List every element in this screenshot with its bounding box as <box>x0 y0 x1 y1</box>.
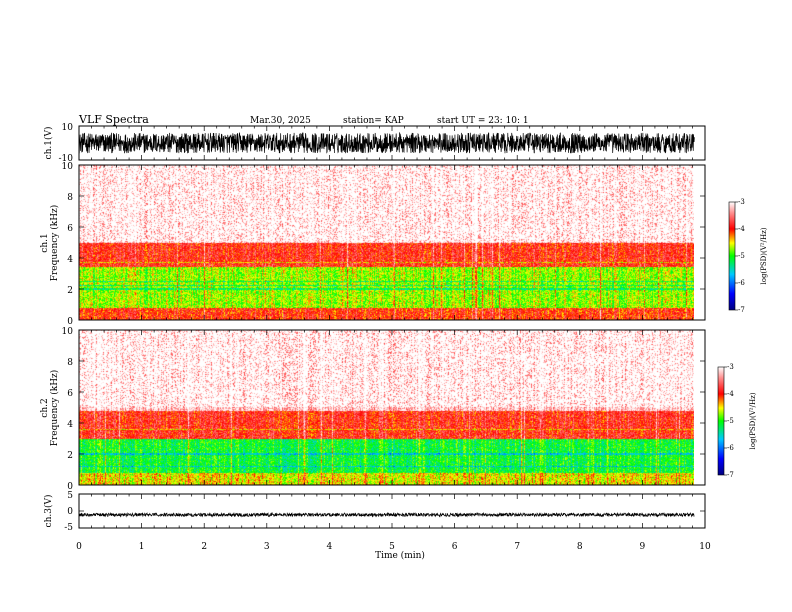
ch2-freq-tick-label: 10 <box>62 327 74 337</box>
ch1-channel-label: ch.1 <box>40 233 50 252</box>
time-tick-label: 4 <box>327 542 333 552</box>
time-tick-label: 10 <box>699 542 711 552</box>
ch1-colorbar-tick: -4 <box>738 225 745 233</box>
time-tick-label: 7 <box>514 542 520 552</box>
time-tick-label: 9 <box>640 542 646 552</box>
ch3-waveform-line <box>78 511 695 518</box>
ch1-colorbar-tick: -3 <box>738 198 745 206</box>
ch2-freq-tick-label: 4 <box>67 420 73 430</box>
ch3-ytick-label: 5 <box>67 491 73 501</box>
ch1-spectrogram-ticks <box>78 164 706 321</box>
ch3-waveform-frame <box>78 493 706 529</box>
ch2-spectrogram-panel: 0 2 4 6 8 10 ch.2 Frequency (kHz) -3 -4 … <box>40 327 757 492</box>
ch2-colorbar-tick: -3 <box>727 363 734 371</box>
ch2-colorbar <box>717 366 725 476</box>
ch2-channel-label: ch.2 <box>40 398 50 417</box>
ch3-waveform-trace <box>78 511 695 518</box>
ch2-frequency-ylabel: Frequency (kHz) <box>49 370 60 447</box>
ch1-freq-tick-label: 4 <box>67 255 73 265</box>
ch1-colorbar-tick: -7 <box>738 306 745 314</box>
ch1-spectrogram-ytick-labels: 0 2 4 6 8 10 <box>62 162 74 327</box>
start-time-label: start UT = 23: 10: 1 <box>437 116 529 126</box>
ch1-spectrogram-panel: 0 2 4 6 8 10 ch.1 Frequency (kHz) -3 -4 … <box>40 162 768 327</box>
ch3-ytick-label: 0 <box>67 507 73 517</box>
time-tick-label: 1 <box>139 542 145 552</box>
ch3-waveform-panel: 5 0 -5 ch.3(V) <box>43 491 706 533</box>
ch1-freq-tick-label: 2 <box>67 286 73 296</box>
ch3-ytick-label: -5 <box>64 523 73 533</box>
date-label: Mar.30, 2025 <box>250 116 311 126</box>
ch1-colorbar-ticks <box>735 201 738 311</box>
ch1-ytick-label: 10 <box>62 123 74 133</box>
ch1-waveform-panel: 10 -10 ch.1(V) <box>43 123 706 164</box>
time-tick-label: 3 <box>264 542 270 552</box>
ch2-freq-tick-label: 2 <box>67 451 73 461</box>
ch1-freq-tick-label: 0 <box>67 317 73 327</box>
ch1-colorbar-tick: -5 <box>738 252 745 260</box>
ch1-frequency-ylabel: Frequency (kHz) <box>49 205 60 282</box>
ch2-colorbar-tick: -7 <box>727 471 734 479</box>
time-tick-label: 0 <box>76 542 82 552</box>
ch1-colorbar-label: log(PSD)(V²/Hz) <box>760 227 768 284</box>
ch2-freq-tick-label: 6 <box>67 389 73 399</box>
ch1-colorbar-tick: -6 <box>738 279 745 287</box>
station-label: station= KAP <box>343 116 404 126</box>
ch2-colorbar-label: log(PSD)(V²/Hz) <box>749 392 757 449</box>
ch1-waveform-trace <box>78 131 695 154</box>
ch2-colorbar-tick: -6 <box>727 444 734 452</box>
ch1-ytick-label: -10 <box>59 154 74 164</box>
ch1-freq-tick-label: 6 <box>67 224 73 234</box>
time-tick-label: 8 <box>577 542 583 552</box>
ch1-waveform-line <box>78 131 695 154</box>
ch1-waveform-ticks <box>78 125 706 161</box>
ch2-colorbar-tick: -4 <box>727 390 734 398</box>
ch2-spectrogram-ticks <box>78 329 706 486</box>
time-tick-label: 6 <box>452 542 458 552</box>
ch3-waveform-ylabel: ch.3(V) <box>43 495 54 528</box>
ch2-colorbar-ticks <box>724 366 727 476</box>
ch1-colorbar <box>728 201 736 311</box>
ch2-colorbar-tick: -5 <box>727 417 734 425</box>
ch2-freq-tick-label: 8 <box>67 358 73 368</box>
ch1-waveform-ylabel: ch.1(V) <box>43 127 54 160</box>
chart-title: VLF Spectra <box>78 113 149 126</box>
ch1-spectrogram-image <box>79 165 694 320</box>
time-axis-tick-labels: 0 1 2 3 4 5 6 7 8 9 10 <box>76 542 711 552</box>
ch1-freq-tick-label: 10 <box>62 162 74 172</box>
time-axis-label: Time (min) <box>375 550 425 561</box>
ch1-freq-tick-label: 8 <box>67 193 73 203</box>
ch3-waveform-ticks <box>78 493 706 529</box>
time-tick-label: 5 <box>389 542 395 552</box>
ch2-freq-tick-label: 0 <box>67 482 73 492</box>
time-tick-label: 2 <box>201 542 207 552</box>
ch2-spectrogram-image <box>79 330 694 485</box>
